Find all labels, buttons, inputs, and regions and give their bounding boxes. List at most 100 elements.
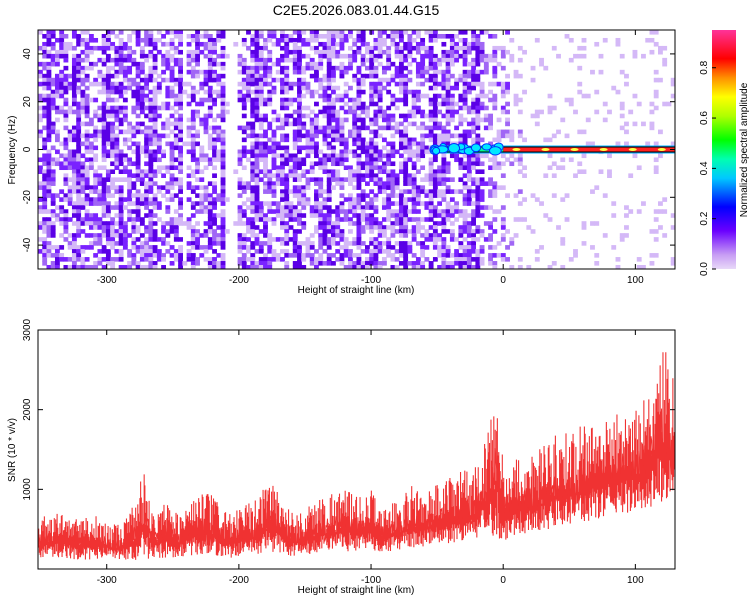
- spectrogram-cell: [263, 201, 268, 206]
- spectrogram-cell: [173, 49, 179, 55]
- spectrogram-cell: [203, 125, 209, 131]
- spectrogram-cell: [471, 41, 477, 47]
- spectrogram-cell: [364, 41, 370, 47]
- spectrogram-cell: [59, 93, 65, 99]
- spectrogram-cell: [84, 177, 90, 182]
- spectrogram-cell: [466, 249, 472, 254]
- spectrogram-cell: [212, 57, 217, 63]
- spectrogram-cell: [284, 205, 290, 210]
- spectrogram-cell: [488, 33, 493, 39]
- spectrogram-cell: [84, 265, 90, 269]
- spectrogram-cell: [437, 81, 443, 87]
- spectrogram-cell: [144, 137, 150, 143]
- spectrogram-cell: [241, 165, 247, 171]
- spectrogram-cell: [449, 261, 455, 266]
- spectrogram-cell: [207, 33, 213, 39]
- spectrogram-cell: [500, 173, 506, 178]
- spectrogram-cell: [135, 105, 141, 111]
- spectrogram-cell: [301, 121, 307, 127]
- spectrogram-cell: [492, 65, 498, 71]
- spectrogram-cell: [326, 185, 332, 190]
- spectrogram-cell: [326, 193, 332, 198]
- spectrogram-cell: [364, 169, 370, 174]
- spectrogram-cell: [356, 69, 362, 75]
- spectrogram-cell: [390, 161, 396, 167]
- spectrogram-cell: [271, 237, 277, 242]
- spectrogram-cell: [216, 137, 222, 143]
- spectrogram-cell: [377, 89, 383, 95]
- spectrogram-cell: [331, 117, 336, 123]
- spectrogram-cell: [343, 37, 349, 43]
- spectrogram-cell: [254, 209, 260, 214]
- spectrogram-cell: [135, 97, 141, 103]
- spectrogram-cell: [165, 209, 171, 214]
- spectrogram-cell: [339, 201, 345, 206]
- spectrogram-cell: [161, 257, 166, 262]
- spectrogram-cell: [509, 37, 515, 43]
- spectrogram-cell: [195, 177, 200, 182]
- spectrogram-cell: [178, 85, 183, 91]
- spectrogram-cell: [50, 61, 56, 67]
- spectrogram-cell: [71, 257, 77, 262]
- spectrogram-cell: [178, 145, 183, 151]
- spectrogram-cell: [492, 245, 498, 250]
- spectrogram-cell: [250, 65, 256, 71]
- spectrogram-cell: [152, 121, 158, 127]
- spectrogram-cell: [280, 241, 285, 246]
- spectrogram-cell: [207, 53, 213, 59]
- spectrogram-cell: [203, 77, 209, 83]
- spectrogram-cell: [114, 69, 120, 75]
- spectrogram-cell: [288, 237, 294, 242]
- spectrogram-cell: [148, 189, 154, 194]
- spectrogram-cell: [97, 261, 103, 266]
- spectrogram-cell: [309, 165, 315, 171]
- spectrogram-cell: [314, 229, 319, 234]
- spectrogram-cell: [71, 53, 77, 59]
- spectrogram-cell: [301, 189, 307, 194]
- spectrogram-cell: [513, 97, 519, 103]
- spectrogram-cell: [114, 201, 120, 206]
- spectrogram-cell: [352, 153, 358, 159]
- spectrogram-cell: [254, 169, 260, 174]
- spectrogram-cell: [178, 125, 183, 131]
- spectrogram-cell: [335, 49, 341, 55]
- spectrogram-cell: [212, 229, 217, 234]
- spectrogram-cell: [331, 149, 336, 155]
- spectrogram-cell: [292, 173, 298, 178]
- spectrogram-cell: [335, 205, 341, 210]
- spectrogram-cell: [212, 233, 217, 238]
- spectrogram-cell: [326, 93, 332, 99]
- spectrogram-cell: [246, 77, 251, 83]
- spectrogram-cell: [101, 137, 107, 143]
- spectrogram-cell: [381, 197, 387, 202]
- spectrogram-cell: [373, 57, 379, 63]
- spectrogram-cell: [479, 85, 485, 91]
- spectrogram-cell: [190, 97, 196, 103]
- spectrogram-cell: [381, 109, 387, 115]
- spectrogram-cell: [212, 61, 217, 67]
- spectrogram-cell: [462, 30, 468, 35]
- spectrogram-cell: [71, 233, 77, 238]
- spectrogram-cell: [297, 173, 302, 178]
- spectrogram-cell: [437, 61, 443, 67]
- spectrogram-cell: [216, 213, 222, 218]
- spectrogram-cell: [114, 161, 120, 167]
- spectrogram-cell: [271, 249, 277, 254]
- spectrogram-cell: [377, 189, 383, 194]
- spectrogram-cell: [326, 169, 332, 174]
- spectrogram-cell: [577, 65, 583, 71]
- spectrogram-cell: [437, 189, 443, 194]
- spectrogram-cell: [420, 233, 426, 238]
- spectrogram-cell: [71, 129, 77, 135]
- spectrogram-cell: [301, 253, 307, 258]
- spectrogram-cell: [517, 97, 523, 103]
- spectrogram-cell: [195, 193, 200, 198]
- spectrogram-cell: [38, 105, 43, 111]
- spectrogram-cell: [76, 193, 82, 198]
- spectrogram-cell: [360, 77, 366, 83]
- spectrogram-cell: [318, 33, 324, 39]
- spectrogram-cell: [411, 201, 417, 206]
- spectrogram-cell: [318, 85, 324, 91]
- spectrogram-cell: [38, 197, 43, 202]
- spectrogram-cell: [314, 205, 319, 210]
